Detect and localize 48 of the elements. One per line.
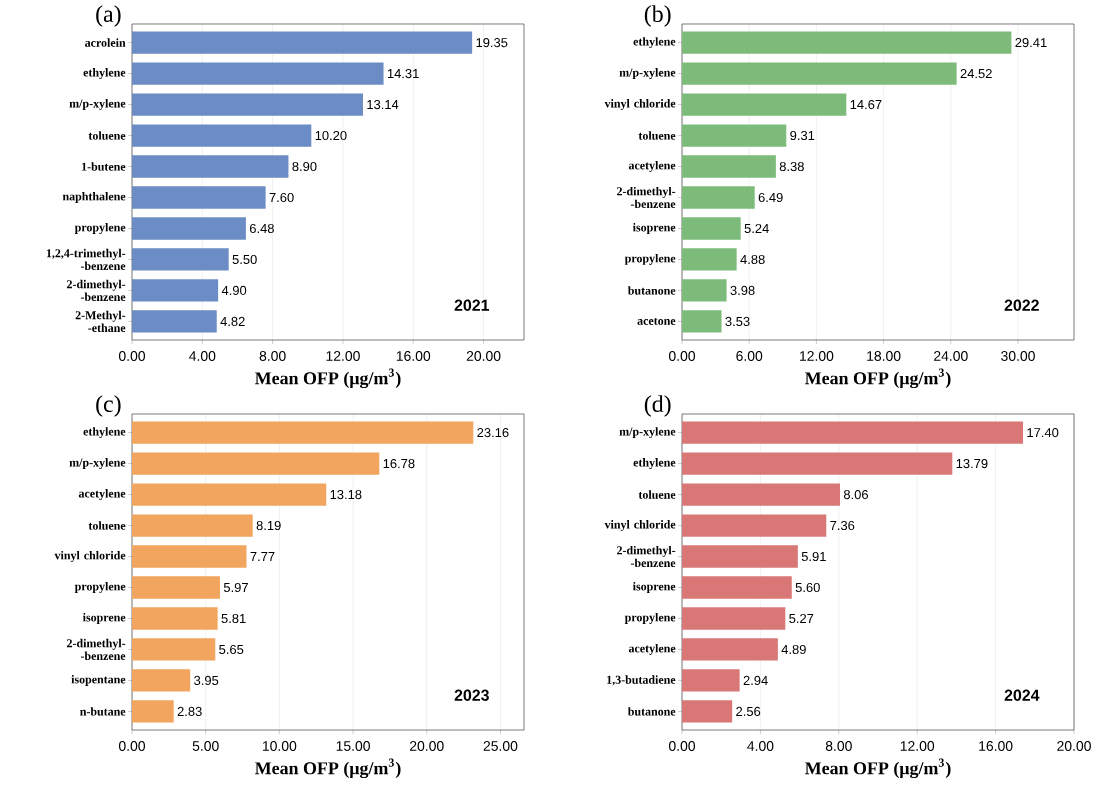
bar [682,279,727,302]
bar [682,576,792,599]
chart-title: (d) [644,395,671,417]
bar [682,93,847,116]
bar [132,186,266,209]
x-axis-title: Mean OFP (μg/m$^{3}$) [255,758,401,779]
bar [682,638,778,661]
bar [682,483,840,506]
bar [682,310,722,333]
bar [132,310,217,333]
bar [132,576,220,599]
bar [132,514,253,537]
chart-title: (c) [96,395,121,417]
bar [132,545,247,568]
chart-title: (a) [96,5,121,27]
bar [132,31,473,54]
bar [132,155,289,178]
bar [132,248,229,271]
bar [682,124,787,147]
bar [132,638,216,661]
bar [682,155,776,178]
x-axis-title: Mean OFP (μg/m$^{3}$) [255,368,401,389]
bar [682,607,786,630]
bar [682,452,953,475]
bar [132,421,474,444]
bar [132,483,327,506]
bar [132,452,380,475]
x-axis-title: Mean OFP (μg/m$^{3}$) [805,368,951,389]
x-axis-title: Mean OFP (μg/m$^{3}$) [805,758,951,779]
bar [132,93,363,116]
bar [682,217,741,240]
bar [682,545,798,568]
bar [682,421,1024,444]
bar [132,607,218,630]
bar [682,514,827,537]
bar [682,62,957,85]
bar [682,248,737,271]
bar [132,669,191,692]
bar [682,669,740,692]
bar [132,700,174,723]
bar [682,186,755,209]
bar [132,62,384,85]
bar [682,31,1012,54]
bar [132,279,219,302]
bar [682,700,733,723]
chart-title: (b) [644,5,671,27]
bar [132,124,312,147]
bar [132,217,246,240]
